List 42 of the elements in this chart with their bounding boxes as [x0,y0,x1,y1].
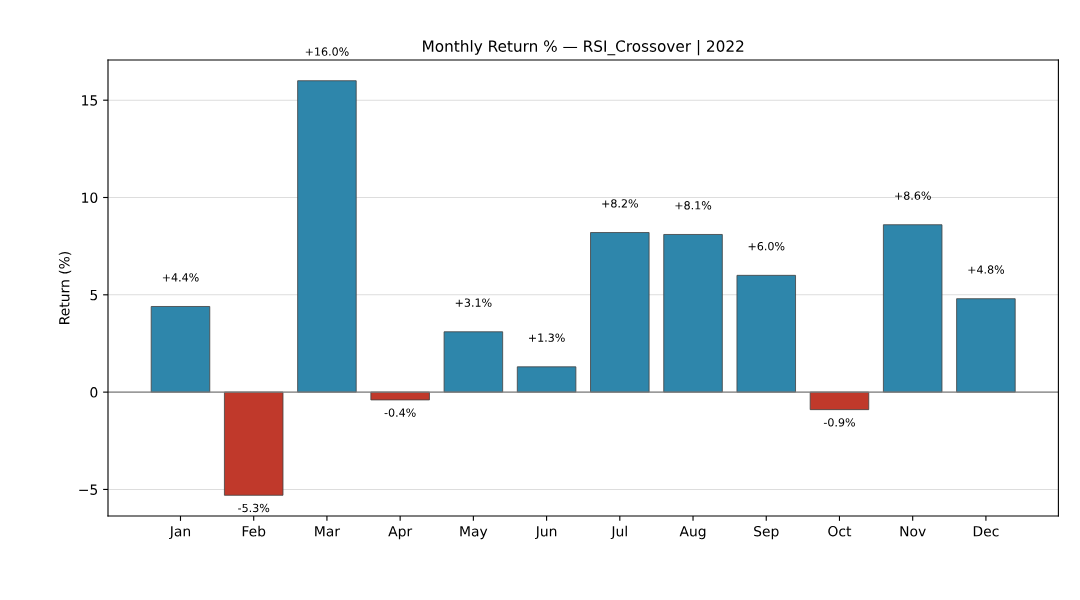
y-tick-label: 5 [90,289,98,301]
bar [956,298,1016,393]
bar [663,234,723,393]
data-label: +4.8% [968,265,1005,274]
bar [443,331,504,393]
x-tick-label: Oct [828,525,852,537]
x-tick-label: Jan [169,526,191,540]
x-tick-label: Apr [388,526,413,540]
data-label: +8.6% [895,191,931,200]
x-tick-label: May [460,526,488,540]
data-label: -0.4% [384,408,416,417]
y-tick-label: 15 [82,95,98,106]
data-label: +3.1% [455,298,492,307]
x-tick-label: Aug [679,526,706,540]
data-label: -0.9% [823,418,855,427]
bar [297,80,357,393]
bar [150,306,211,393]
bar [224,391,284,496]
bar [516,366,577,393]
bar [736,274,796,393]
data-label: -5.3% [238,503,270,513]
x-tick-label: Jul [610,525,627,540]
y-tick-label: 0 [90,387,98,398]
x-tick-label: Sep [754,525,779,540]
y-axis-title: Return (%) [58,251,72,324]
y-tick-label: 10 [82,192,98,203]
data-label: +8.1% [675,201,712,210]
y-tick-label: −5 [79,484,98,495]
x-tick-label: Mar [315,526,341,537]
x-tick-label: Dec [973,526,999,537]
bar [590,232,650,393]
data-label: +1.3% [529,333,565,342]
x-tick-label: Feb [242,525,266,537]
bar [809,391,870,411]
chart-title: Monthly Return % — RSI_Crossover | 2022 [423,39,744,56]
data-label: +16.0% [305,47,349,56]
data-label: +8.2% [602,199,638,208]
data-label: +4.4% [162,273,199,282]
data-label: +6.0% [748,241,785,251]
bar [882,224,943,393]
x-tick-label: Jun [535,526,557,540]
x-tick-label: Nov [900,526,926,537]
